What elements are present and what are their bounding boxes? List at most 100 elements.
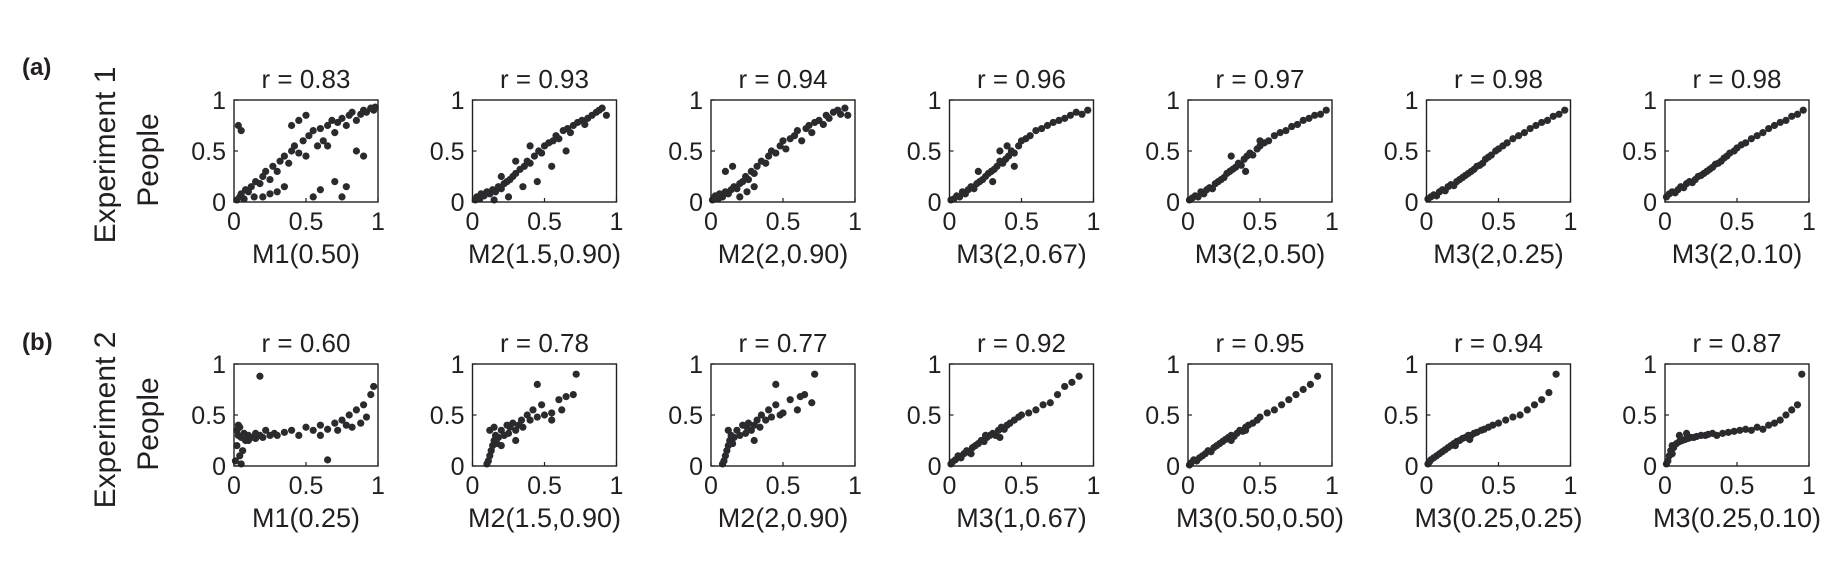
data-point [1509,413,1517,421]
data-point [1538,118,1546,127]
data-point [1770,419,1779,427]
x-tick-label: 0 [227,472,241,500]
data-point [256,180,264,188]
data-point [288,426,296,434]
x-tick-label: 1 [1087,472,1101,500]
y-tick-label: 1 [928,351,942,379]
data-point [309,426,317,434]
data-point [490,423,498,431]
x-tick-label: 1 [1564,208,1578,236]
data-point [309,193,317,201]
y-tick-label: 0.5 [668,138,703,166]
data-point [1299,385,1307,394]
data-point [779,137,787,145]
panel-label-b: (b) [22,329,53,356]
panel-r1-c6: 00 0.5 0.5 1 1 r = 0.98 M3(2,0.25) [1384,64,1578,269]
data-point [1793,110,1802,118]
data-point [526,159,534,167]
data-point [1306,380,1314,388]
data-point [555,396,563,404]
y-tick-label: 0 [928,189,942,217]
data-point [370,382,378,391]
data-point [798,137,806,145]
data-point [538,401,546,409]
panel-r1-c4: 00 0.5 0.5 1 1 r = 0.96 M3(2,0.67) [907,64,1101,269]
data-point [572,370,580,378]
data-point [1299,116,1307,124]
data-point [504,429,513,437]
data-point [316,124,324,133]
data-point [262,167,270,175]
data-point [1719,429,1727,437]
data-point [1675,431,1683,439]
data-point [273,188,281,196]
data-point [324,425,332,433]
data-point [1494,419,1503,427]
data-point [562,393,570,401]
data-point [808,129,816,137]
row-label-experiment-1: Experiment 1 [89,67,122,244]
data-point [729,439,737,448]
x-tick-label: 0.5 [1481,472,1516,500]
y-tick-label: 0.5 [1145,138,1180,166]
data-point [345,411,353,419]
data-point [562,147,570,155]
data-point [989,178,997,186]
y-tick-label: 1 [212,351,226,379]
data-point [328,116,336,124]
data-point [352,406,360,414]
x-tick-label: 1 [610,208,624,236]
y-axis-label-people-row-2: People [132,377,165,470]
x-tick-label: 1 [371,472,385,500]
x-tick-label: 0.5 [766,472,801,500]
data-point [1523,406,1531,414]
data-point [1788,112,1796,120]
data-point [729,162,737,170]
data-point [338,193,346,201]
x-tick-label: 1 [610,472,624,500]
y-axis-label-people-row-1: People [132,113,165,206]
y-tick-label: 0 [1643,453,1657,481]
x-tick-label: 0.5 [1004,472,1039,500]
x-tick-label: 0 [466,208,480,236]
data-point [750,183,758,191]
data-point [793,127,802,135]
panel-title: r = 0.77 [739,328,828,358]
data-point [252,434,260,443]
panel-r1-c3: 00 0.5 0.5 1 1 r = 0.94 M2(2,0.90) [668,64,862,269]
x-tick-label: 0 [227,208,241,236]
data-point [1747,426,1755,434]
data-point [302,423,310,431]
x-tick-label: 1 [1564,472,1578,500]
y-tick-label: 1 [1405,87,1419,115]
data-point [602,111,611,119]
data-point [1753,132,1761,140]
y-tick-label: 0 [1405,189,1419,217]
data-point [269,162,277,170]
data-point [360,401,368,409]
data-point [1713,431,1721,439]
data-point [1032,406,1040,414]
data-point [1552,370,1560,378]
data-point [808,399,816,407]
data-point [1788,406,1796,414]
y-tick-label: 0.5 [907,402,942,430]
data-point [1530,401,1539,409]
y-tick-label: 0.5 [191,402,226,430]
x-tick-label: 1 [1802,472,1816,500]
data-point [1782,411,1790,419]
data-point [512,436,520,445]
panel-r1-c7: 00 0.5 0.5 1 1 r = 0.98 M3(2,0.10) [1622,64,1816,269]
data-point [1265,137,1273,145]
data-point [529,406,537,414]
data-point [1314,372,1322,380]
data-point [509,419,517,427]
data-point [244,436,252,445]
data-point [1742,139,1750,147]
x-tick-label: 0 [1658,208,1672,236]
x-tick-label: 1 [1325,208,1339,236]
data-point [801,391,809,399]
data-point [273,431,281,439]
data-point [736,193,744,201]
